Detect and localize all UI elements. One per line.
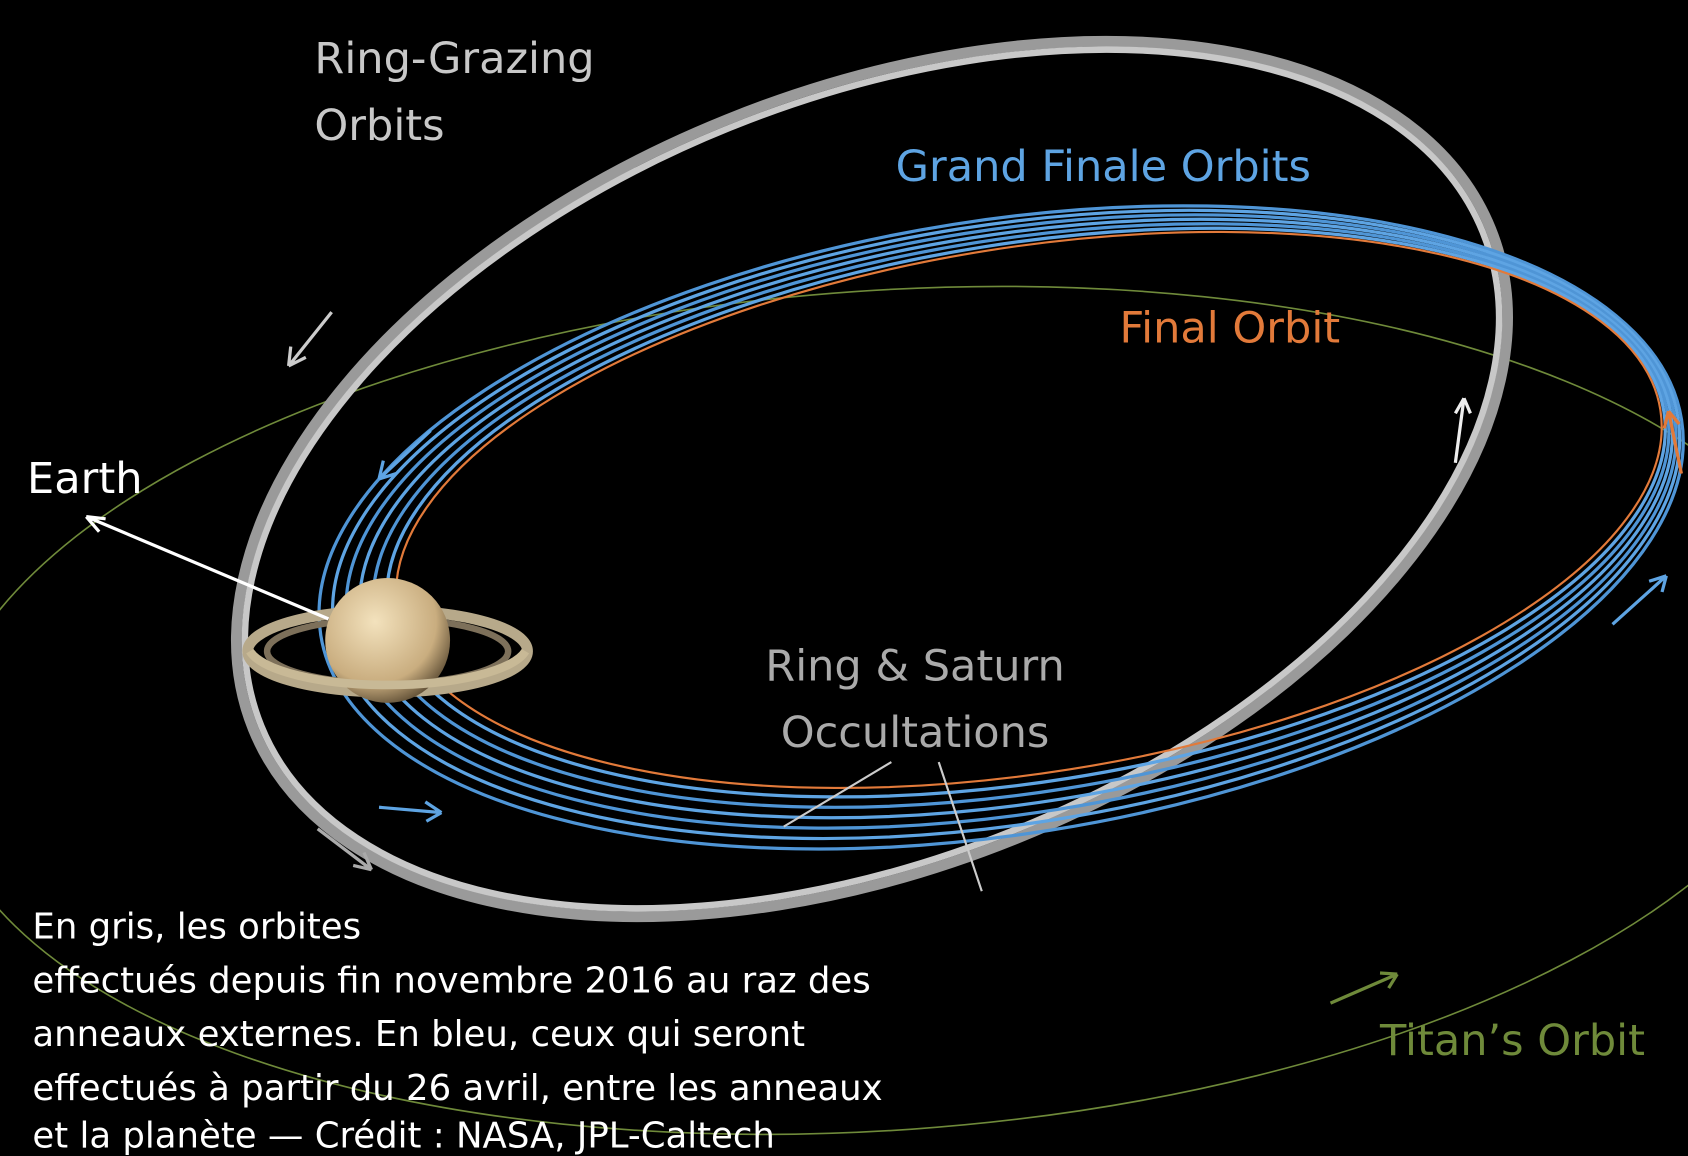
caption-line: effectués depuis fin novembre 2016 au ra… (32, 960, 870, 1001)
label: Titan’s Orbit (1379, 1016, 1645, 1066)
diagram: Ring-Grazing Orbits Grand Finale Orbits … (0, 0, 1688, 1156)
grand-finale-orbits (273, 117, 1688, 938)
label: Ring-Grazing (314, 34, 594, 84)
caption: En gris, les orbites effectués depuis fi… (32, 907, 882, 1156)
label: Orbits (314, 101, 444, 151)
label: Occultations (781, 708, 1050, 758)
label: Final Orbit (1120, 303, 1341, 353)
caption-line: effectués à partir du 26 avril, entre le… (32, 1068, 882, 1109)
saturn (248, 578, 528, 703)
caption-line: En gris, les orbites (32, 907, 361, 948)
label: Ring & Saturn (765, 641, 1065, 691)
caption-line: et la planète — Crédit : NASA, JPL-Calte… (32, 1115, 774, 1156)
page: {"labels":{"ring_grazing":["Ring-Grazing… (0, 0, 1688, 1156)
label: Grand Finale Orbits (896, 142, 1311, 192)
caption-line: anneaux externes. En bleu, ceux qui sero… (32, 1014, 805, 1055)
label: Earth (27, 454, 142, 504)
